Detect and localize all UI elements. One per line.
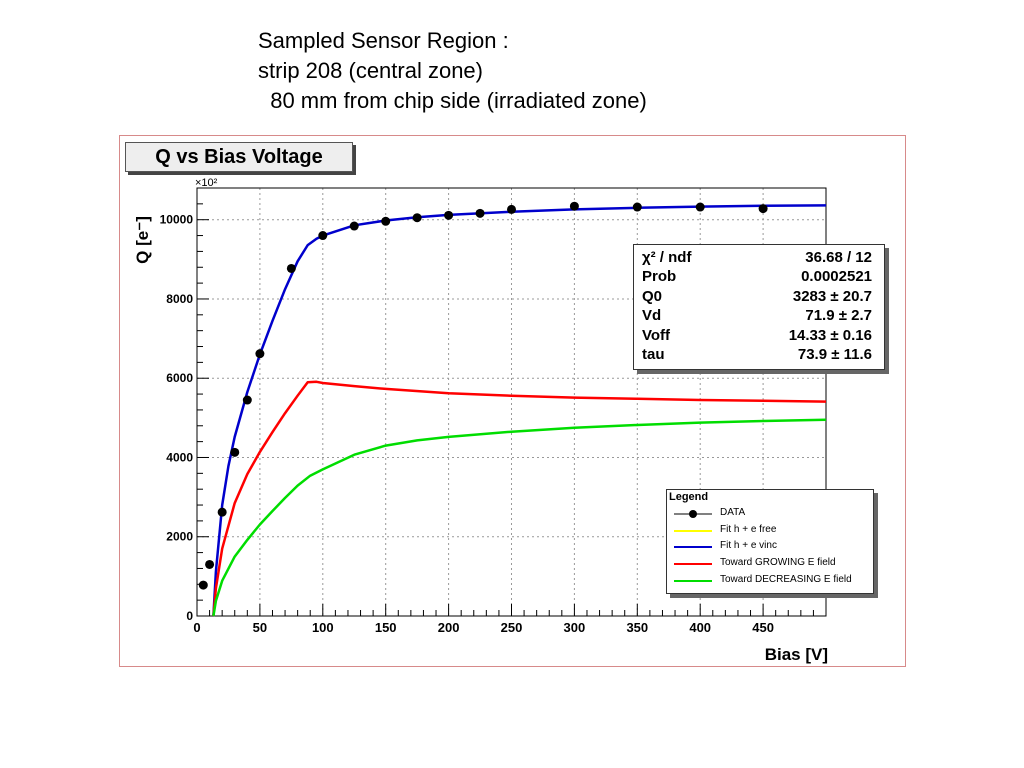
data-point xyxy=(569,201,579,211)
curve-toward-growing-e-field xyxy=(212,380,827,617)
slide-caption: Sampled Sensor Region : strip 208 (centr… xyxy=(258,26,647,116)
data-point xyxy=(242,395,252,405)
axis-ticks: 0 50 100 150 200 250 300 350 400 450 0 2000 4000 6000… xyxy=(160,203,814,635)
x-tick-label: 150 xyxy=(375,620,397,635)
x-tick-label: 50 xyxy=(253,620,267,635)
data-point xyxy=(475,208,485,218)
legend-item-fit-free: Fit h + e free xyxy=(672,523,892,539)
stat-value: 14.33 ± 0.16 xyxy=(788,327,872,344)
y-multiplier: ×10² xyxy=(195,177,218,189)
line-swatch-icon xyxy=(674,563,712,565)
legend-label: Toward DECREASING E field xyxy=(720,574,852,585)
x-tick-label: 350 xyxy=(626,620,648,635)
y-tick-label: 10000 xyxy=(160,213,194,227)
stat-row: Prob 0.0002521 xyxy=(642,268,872,288)
data-point xyxy=(318,231,328,241)
x-tick-label: 0 xyxy=(193,620,200,635)
legend-label: Fit h + e vinc xyxy=(720,540,777,551)
y-tick-label: 0 xyxy=(186,609,193,623)
stat-value: 0.0002521 xyxy=(801,268,872,285)
y-axis-label: Q [e⁻] xyxy=(133,216,152,264)
legend-item-fit-vinc: Fit h + e vinc xyxy=(672,539,892,555)
data-point xyxy=(286,263,296,273)
stat-key: Voff xyxy=(642,327,671,344)
data-point xyxy=(255,349,265,359)
stat-value: 36.68 / 12 xyxy=(805,249,872,266)
data-point xyxy=(349,221,359,231)
caption-line-2: strip 208 (central zone) xyxy=(258,58,483,83)
legend-box: Legend DATA Fit h + e free Fit h + e vin… xyxy=(666,489,874,594)
line-swatch-icon xyxy=(674,580,712,582)
stat-row: Q0 3283 ± 20.7 xyxy=(642,288,872,308)
y-tick-label: 2000 xyxy=(166,530,193,544)
data-point xyxy=(217,507,227,517)
data-point xyxy=(230,447,240,457)
legend-title: Legend xyxy=(669,491,709,503)
stat-key: Vd xyxy=(642,307,662,324)
data-points xyxy=(198,201,768,590)
data-point xyxy=(381,216,391,226)
legend-label: Toward GROWING E field xyxy=(720,557,836,568)
curve-toward-decreasing-e-field xyxy=(212,418,827,617)
x-tick-label: 450 xyxy=(752,620,774,635)
data-point xyxy=(412,213,422,223)
chart-title: Q vs Bias Voltage xyxy=(125,142,353,172)
x-tick-label: 200 xyxy=(438,620,460,635)
x-tick-label: 250 xyxy=(501,620,523,635)
stat-value: 3283 ± 20.7 xyxy=(792,288,872,305)
legend-item-growing: Toward GROWING E field xyxy=(672,556,892,572)
stat-row: χ² / ndf 36.68 / 12 xyxy=(642,249,872,269)
stat-value: 71.9 ± 2.7 xyxy=(805,307,872,324)
legend-item-decreasing: Toward DECREASING E field xyxy=(672,573,892,589)
y-tick-label: 6000 xyxy=(166,371,193,385)
stat-row: Voff 14.33 ± 0.16 xyxy=(642,327,872,347)
stat-key: χ² / ndf xyxy=(642,249,692,266)
line-swatch-icon xyxy=(674,546,712,548)
fit-stats-box: χ² / ndf 36.68 / 12 Prob 0.0002521 Q0 32… xyxy=(633,244,885,370)
stat-key: Q0 xyxy=(642,288,663,305)
x-tick-label: 300 xyxy=(564,620,586,635)
stat-key: tau xyxy=(642,346,665,363)
data-point xyxy=(758,204,768,214)
legend-label: Fit h + e free xyxy=(720,524,777,535)
line-swatch-icon xyxy=(674,530,712,532)
data-point xyxy=(695,202,705,212)
stat-key: Prob xyxy=(642,268,677,285)
marker-line-icon xyxy=(674,510,712,518)
data-point xyxy=(632,202,642,212)
legend-label: DATA xyxy=(720,507,746,518)
stat-value: 73.9 ± 11.6 xyxy=(797,346,872,363)
x-tick-label: 400 xyxy=(689,620,711,635)
curve-fit-h-e-vinc xyxy=(212,204,827,617)
stat-row: tau 73.9 ± 11.6 xyxy=(642,346,872,366)
stat-row: Vd 71.9 ± 2.7 xyxy=(642,307,872,327)
y-tick-label: 4000 xyxy=(166,450,193,464)
data-point xyxy=(444,210,454,220)
data-point xyxy=(198,580,208,590)
x-tick-label: 100 xyxy=(312,620,334,635)
legend-item-data: DATA xyxy=(672,506,892,522)
caption-line-1: Sampled Sensor Region : xyxy=(258,28,509,53)
y-tick-label: 8000 xyxy=(166,292,193,306)
fit-curves xyxy=(212,204,827,617)
data-point xyxy=(507,204,516,214)
x-axis-label: Bias [V] xyxy=(765,645,828,664)
caption-line-3: 80 mm from chip side (irradiated zone) xyxy=(258,88,647,113)
data-point xyxy=(205,559,215,569)
